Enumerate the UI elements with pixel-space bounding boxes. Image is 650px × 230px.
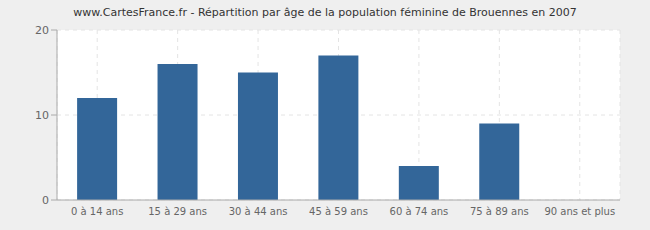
svg-text:15 à 29 ans: 15 à 29 ans bbox=[148, 206, 207, 217]
svg-text:60 à 74 ans: 60 à 74 ans bbox=[390, 206, 449, 217]
svg-text:0: 0 bbox=[42, 194, 49, 207]
svg-text:10: 10 bbox=[35, 109, 49, 122]
svg-text:75 à 89 ans: 75 à 89 ans bbox=[470, 206, 529, 217]
svg-text:45 à 59 ans: 45 à 59 ans bbox=[309, 206, 368, 217]
svg-text:20: 20 bbox=[35, 24, 49, 37]
svg-text:30 à 44 ans: 30 à 44 ans bbox=[229, 206, 288, 217]
html-text:www.CartesFrance.fr - Répartit: www.CartesFrance.fr - Répartition par âg… bbox=[73, 6, 577, 19]
svg-text:0 à 14 ans: 0 à 14 ans bbox=[71, 206, 123, 217]
svg-text:90 ans et plus: 90 ans et plus bbox=[544, 206, 615, 217]
